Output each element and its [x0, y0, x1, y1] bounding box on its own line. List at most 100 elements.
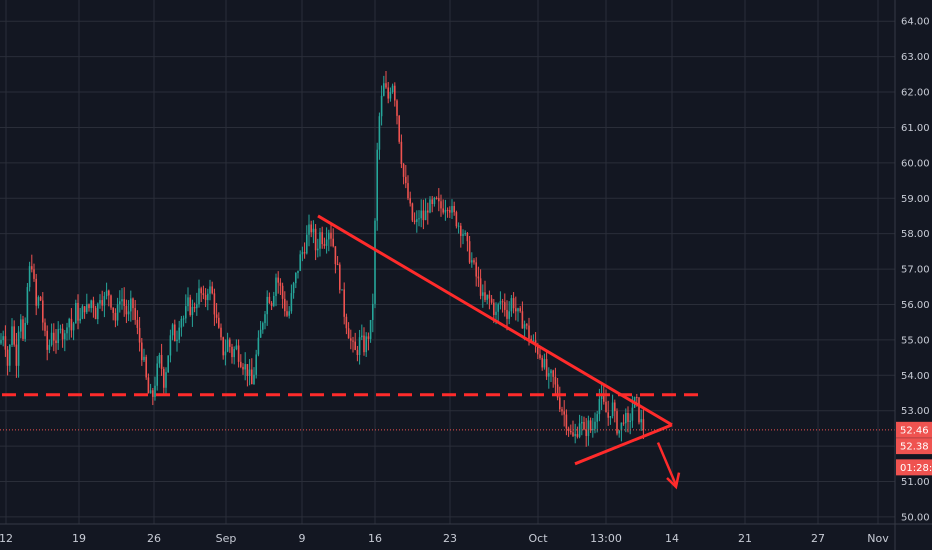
candle-body: [330, 233, 332, 239]
candle-body: [207, 294, 209, 300]
candle-body: [115, 313, 117, 321]
candle-body: [156, 363, 158, 385]
candle-body: [71, 319, 73, 330]
candle-body: [438, 198, 440, 201]
candle-body: [381, 96, 383, 116]
candle-body: [458, 226, 460, 227]
candle-body: [453, 206, 455, 212]
candle-body: [359, 337, 361, 355]
candle-body: [16, 345, 18, 366]
candle-body: [90, 300, 92, 308]
candle-body: [9, 345, 11, 366]
candle-body: [95, 308, 97, 319]
candle-body: [299, 254, 301, 270]
candle-body: [324, 244, 326, 246]
candle-body: [339, 265, 341, 290]
candle-body: [159, 355, 161, 364]
candle-body: [86, 304, 88, 312]
candle-body: [203, 293, 205, 295]
candle-body: [174, 324, 176, 341]
candle-body: [273, 296, 275, 306]
candle-body: [610, 416, 612, 418]
candle-body: [123, 299, 125, 306]
candle-body: [110, 295, 112, 307]
candle-body: [79, 319, 81, 321]
candle-body: [480, 278, 482, 296]
candle-body: [218, 318, 220, 328]
y-tick-label: 56.00: [901, 300, 930, 311]
candle-body: [469, 241, 471, 262]
y-tick-label: 59.00: [901, 194, 930, 205]
candle-body: [350, 338, 352, 340]
candle-body: [101, 300, 103, 305]
candle-body: [0, 340, 2, 343]
candle-body: [319, 232, 321, 248]
candle-body: [40, 297, 42, 300]
candle-body: [592, 429, 594, 430]
candle-body: [148, 377, 150, 393]
candle-body: [38, 297, 40, 306]
candle-body: [286, 311, 288, 316]
candle-body: [62, 329, 64, 340]
candle-body: [315, 229, 317, 250]
y-tick-label: 50.00: [901, 512, 930, 523]
candle-body: [75, 303, 77, 323]
candle-body: [383, 83, 385, 96]
x-tick-label: Sep: [216, 532, 237, 545]
candle-body: [29, 266, 31, 287]
candle-body: [152, 390, 154, 397]
candle-body: [337, 264, 339, 265]
candle-body: [11, 326, 13, 345]
candle-body: [178, 328, 180, 340]
price-badges: 52.4652.3801:28:5: [896, 422, 932, 476]
candle-body: [447, 210, 449, 211]
candle-body: [493, 303, 495, 315]
candle-body: [502, 301, 504, 302]
x-tick-label: 13:00: [590, 532, 622, 545]
candle-body: [264, 314, 266, 323]
candle-body: [541, 358, 543, 368]
price-badge-label: 01:28:5: [900, 463, 932, 474]
candle-body: [35, 279, 37, 306]
candle-body: [618, 430, 620, 433]
candle-body: [442, 208, 444, 212]
candle-body: [233, 349, 235, 357]
candle-body: [506, 310, 508, 319]
candle-body: [328, 233, 330, 240]
candle-body: [163, 369, 165, 388]
candle-body: [574, 434, 576, 436]
x-tick-label: 9: [299, 532, 306, 545]
candle-body: [262, 323, 264, 330]
x-tick-label: 16: [368, 532, 382, 545]
candle-body: [341, 289, 343, 290]
candle-body: [5, 336, 7, 349]
x-tick-label: Nov: [867, 532, 889, 545]
candle-body: [24, 323, 26, 339]
candle-body: [627, 413, 629, 422]
candle-body: [106, 291, 108, 296]
y-tick-label: 58.00: [901, 229, 930, 240]
candle-body: [104, 296, 106, 306]
candle-body: [236, 345, 238, 349]
candle-body: [227, 339, 229, 351]
candle-body: [130, 298, 132, 311]
candle-body: [200, 288, 202, 293]
candle-body: [275, 278, 277, 296]
candle-body: [526, 324, 528, 325]
candle-body: [401, 142, 403, 164]
candle-body: [599, 399, 601, 414]
candle-body: [60, 329, 62, 330]
candle-body: [643, 419, 645, 430]
candle-body: [132, 298, 134, 308]
candle-body: [513, 298, 515, 308]
candle-body: [126, 306, 128, 314]
candle-body: [284, 299, 286, 311]
price-badge-label: 52.46: [900, 425, 929, 436]
candle-body: [141, 343, 143, 361]
candle-body: [2, 336, 4, 340]
x-tick-label: 26: [147, 532, 161, 545]
candle-body: [119, 301, 121, 304]
candle-body: [559, 398, 561, 410]
